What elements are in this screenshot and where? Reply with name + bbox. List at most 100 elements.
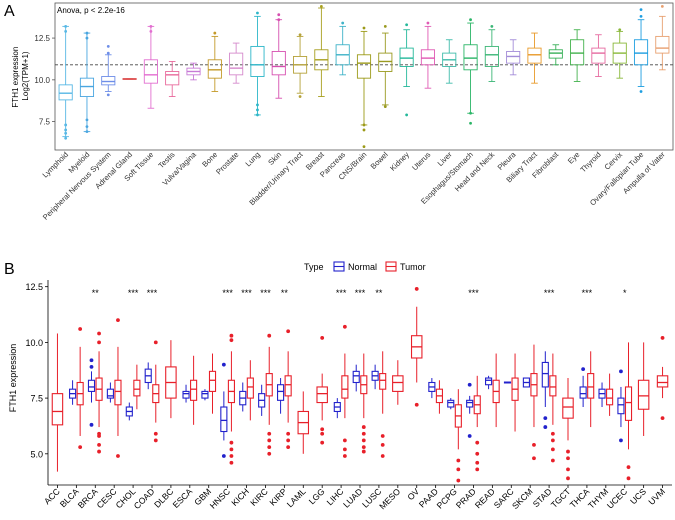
- outlier-b-tumor-brca: [97, 449, 101, 454]
- box-b-normal-kirp: [277, 384, 285, 401]
- significance-thca: ***: [582, 288, 593, 298]
- box-b-normal-esca: [182, 390, 190, 399]
- outlier-a-myeloid: [85, 36, 89, 40]
- outlier-a-lung: [256, 108, 259, 112]
- significance-prad: ***: [468, 288, 479, 298]
- outlier-b-tumor-kirp: [286, 431, 291, 436]
- outlier-b-tumor-skcm: [532, 456, 536, 461]
- outlier-b-normal-hnsc: [221, 454, 226, 458]
- outlier-a-myeloid: [85, 130, 89, 134]
- outlier-a-cns-brain: [362, 145, 366, 149]
- outlier-a-ovary-fallopian-tube: [639, 8, 643, 12]
- outlier-b-tumor-hnsc: [229, 338, 234, 343]
- panel-b-ytick-label: 5.0: [30, 449, 43, 459]
- box-b-tumor-stad: [549, 375, 557, 397]
- category-label-b-brca: BRCA: [76, 486, 100, 510]
- outlier-b-normal-prad: [467, 434, 472, 438]
- category-label-b-skcm: SKCM: [510, 486, 535, 511]
- outlier-b-tumor-lgg: [320, 336, 325, 340]
- outlier-b-normal-ucec: [619, 438, 623, 443]
- outlier-b-tumor-kirp: [286, 445, 291, 450]
- panel-a-ylabel-line2: Log2(TPM+1): [21, 51, 30, 100]
- box-b-tumor-lusc: [379, 373, 387, 390]
- panel-a-ylabel-line1: FTH1 expression: [11, 47, 20, 108]
- significance-lusc: **: [375, 288, 383, 298]
- outlier-b-tumor-hnsc: [229, 447, 234, 452]
- box-b-tumor-uvm: [656, 375, 669, 388]
- category-label-b-esca: ESCA: [171, 486, 195, 510]
- panel-a-ytick-label: 12.5: [34, 34, 50, 43]
- outlier-a-cervix: [618, 28, 622, 32]
- outlier-b-tumor-cesc: [116, 318, 120, 323]
- panel-b-legend: Type Normal Tumor: [304, 261, 426, 272]
- outlier-b-tumor-hnsc: [229, 333, 234, 338]
- outlier-b-tumor-skcm: [532, 442, 536, 447]
- category-label-a-thyroid: Thyroid: [579, 150, 603, 174]
- outlier-a-lymphoid: [64, 29, 68, 33]
- outlier-a-bowel: [383, 105, 387, 108]
- box-a-kidney: [399, 47, 414, 67]
- category-label-b-ucec: UCEC: [605, 486, 629, 510]
- outlier-b-tumor-lgg: [320, 440, 325, 445]
- outlier-b-tumor-stad: [550, 438, 555, 443]
- box-a-lung: [250, 45, 265, 77]
- outlier-a-esophagus-stomach: [469, 111, 472, 115]
- box-a-testis: [165, 71, 180, 86]
- outlier-b-tumor-kirc: [267, 333, 272, 338]
- outlier-b-tumor-kirp: [286, 329, 291, 334]
- outlier-b-normal-stad: [543, 416, 548, 421]
- outlier-b-tumor-luad: [361, 425, 366, 429]
- outlier-b-tumor-prad: [475, 467, 480, 472]
- box-a-uterus: [420, 49, 435, 66]
- significance-coad: ***: [147, 288, 158, 298]
- outlier-b-tumor-lihc: [342, 324, 347, 329]
- outlier-b-normal-ucec: [619, 369, 623, 374]
- box-b-normal-stad: [541, 361, 549, 388]
- box-a-pleura: [506, 50, 521, 64]
- outlier-b-normal-brca: [89, 358, 94, 363]
- box-b-normal-gbm: [201, 390, 209, 399]
- outlier-a-myeloid: [85, 31, 89, 35]
- outlier-a-peripheral-nervous-system: [106, 93, 110, 97]
- outlier-b-tumor-hnsc: [229, 440, 234, 445]
- outlier-b-tumor-luad: [361, 449, 366, 454]
- category-label-a-kidney: Kidney: [388, 150, 411, 173]
- outlier-b-tumor-lihc: [342, 447, 347, 452]
- outlier-b-tumor-brca: [97, 331, 101, 336]
- outlier-b-tumor-ov: [414, 402, 419, 407]
- outlier-b-tumor-stad: [550, 458, 555, 463]
- box-b-tumor-chol: [133, 379, 141, 397]
- significance-stad: ***: [544, 288, 555, 298]
- outlier-b-tumor-uvm: [660, 336, 665, 340]
- box-b-normal-read: [485, 377, 493, 386]
- category-label-b-meso: MESO: [377, 486, 402, 511]
- outlier-b-tumor-tgct: [566, 467, 570, 472]
- box-b-tumor-acc: [51, 393, 64, 426]
- significance-kirp: **: [281, 288, 289, 298]
- outlier-a-cns-brain: [362, 128, 366, 132]
- outlier-b-normal-stad: [543, 425, 548, 429]
- outlier-a-kidney: [405, 113, 409, 117]
- category-label-b-read: READ: [473, 486, 497, 510]
- box-a-ovary-fallopian-tube: [633, 39, 649, 66]
- outlier-b-tumor-kirp: [286, 438, 291, 443]
- outlier-b-tumor-brca: [97, 431, 101, 436]
- significance-brca: **: [92, 288, 100, 298]
- box-a-myeloid: [79, 77, 95, 97]
- outlier-a-breast: [319, 4, 323, 8]
- outlier-a-ovary-fallopian-tube: [639, 90, 643, 93]
- panel-a-frame: [54, 2, 674, 151]
- box-b-tumor-thym: [606, 388, 614, 406]
- significance-kich: ***: [241, 288, 252, 298]
- category-label-b-kirc: KIRC: [248, 486, 270, 508]
- outlier-a-lymphoid: [64, 123, 68, 127]
- category-label-b-pcpg: PCPG: [435, 486, 460, 511]
- box-b-tumor-lgg: [316, 386, 328, 404]
- outlier-b-tumor-prad: [475, 440, 480, 445]
- outlier-b-tumor-lgg: [320, 427, 325, 432]
- outlier-b-tumor-ucec: [626, 476, 631, 481]
- legend-title: Type: [304, 262, 324, 272]
- panel-b-ylabel: FTH1 expression: [8, 344, 18, 413]
- outlier-a-pancreas: [341, 21, 345, 25]
- outlier-a-peripheral-nervous-system: [106, 45, 110, 48]
